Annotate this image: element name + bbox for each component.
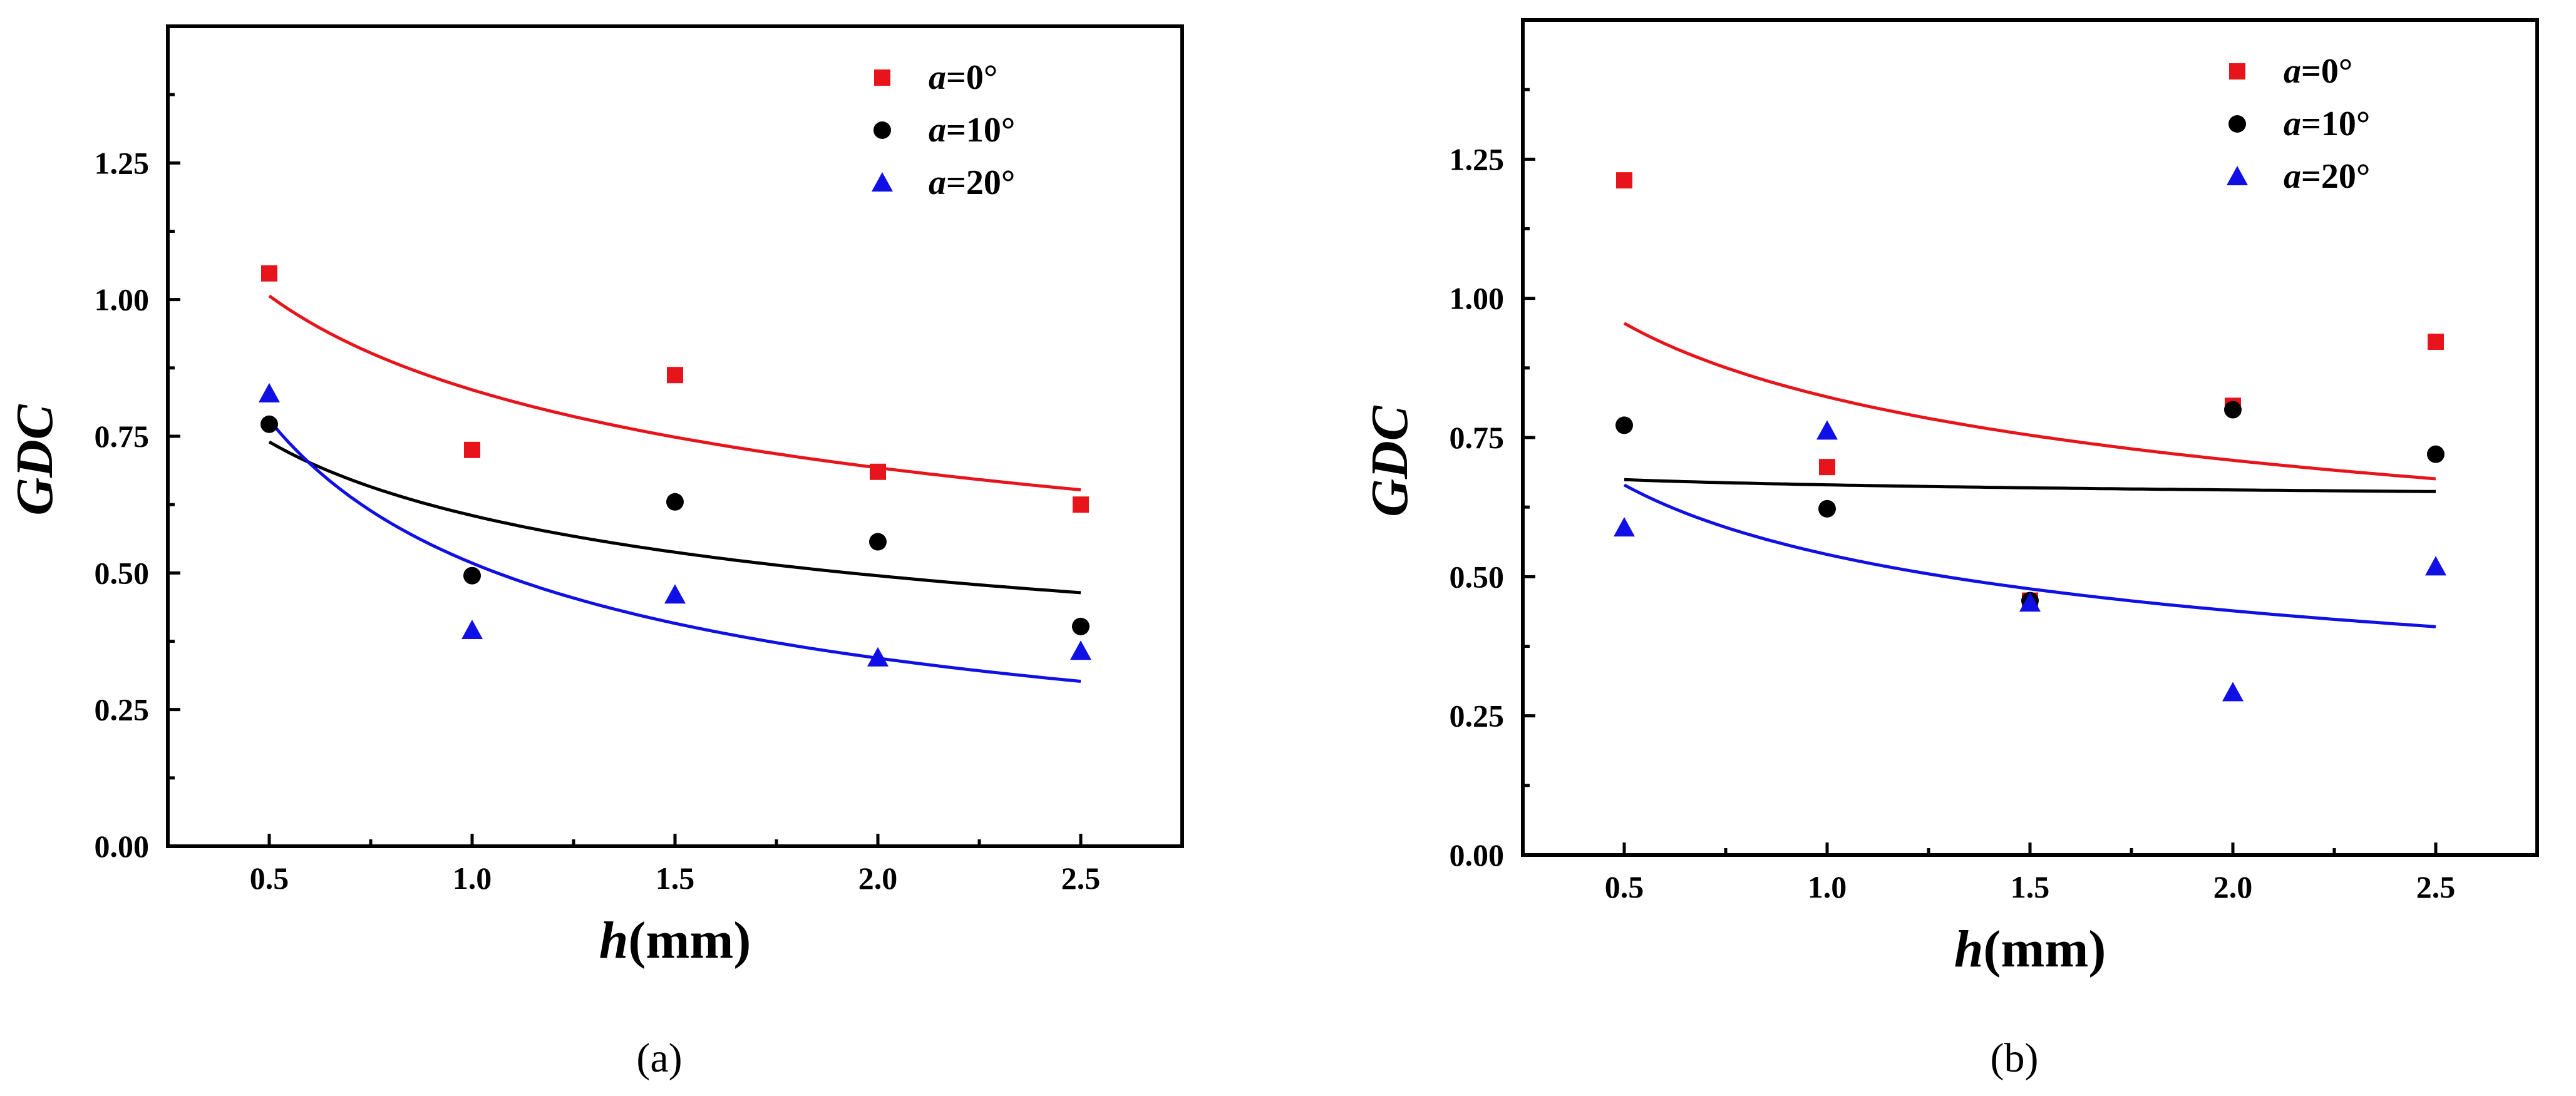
fit-curve-series-2 (1623, 483, 2436, 628)
y-tick-label: 1.00 (1450, 281, 1505, 316)
data-point-series-2 (1816, 420, 1838, 440)
data-point-series-1 (2427, 445, 2445, 463)
legend-label-var: a (2284, 105, 2301, 143)
data-point-series-0 (1073, 496, 1089, 513)
legend-label-var: a (929, 163, 946, 202)
x-axis-label-var: h (1954, 920, 1984, 978)
x-tick-label: 2.0 (2213, 869, 2253, 904)
x-tick-label: 0.5 (250, 861, 289, 896)
legend-label-value: =0° (2301, 52, 2352, 91)
data-point-series-1 (869, 533, 887, 551)
y-axis-label: GDC (6, 404, 64, 515)
data-point-series-0 (667, 367, 683, 384)
legend-marker-2 (2227, 166, 2248, 185)
x-axis-label-unit: (mm) (1983, 920, 2106, 978)
data-point-series-1 (1818, 499, 1836, 518)
x-tick-label: 0.5 (1605, 869, 1644, 904)
y-tick-label: 0.00 (95, 829, 150, 864)
legend-label-1: a=10° (929, 111, 1015, 150)
x-tick-label: 1.0 (453, 861, 492, 896)
legend-marker-0 (874, 69, 890, 86)
y-tick-label: 0.75 (1450, 420, 1505, 455)
data-point-series-1 (1072, 617, 1090, 635)
data-point-series-2 (867, 647, 889, 667)
x-tick-label: 1.5 (2011, 869, 2050, 904)
x-axis-label: h(mm) (1954, 920, 2106, 978)
data-point-series-2 (2019, 592, 2041, 612)
y-tick-label: 0.50 (1450, 559, 1505, 594)
legend-label-0: a=0° (2284, 52, 2352, 91)
x-tick-label: 1.0 (1808, 869, 1847, 904)
legend-marker-1 (873, 121, 891, 139)
data-point-series-1 (463, 566, 481, 585)
x-tick-label: 2.5 (1061, 861, 1101, 896)
x-tick-label: 2.5 (2416, 869, 2456, 904)
x-axis-label: h(mm) (599, 911, 751, 970)
legend-label-value: =20° (2301, 157, 2370, 196)
fit-curve-series-2 (268, 419, 1081, 683)
data-point-series-0 (464, 441, 480, 458)
data-point-series-2 (2425, 556, 2446, 576)
data-point-series-2 (259, 382, 280, 402)
legend-label-value: =10° (2301, 105, 2370, 143)
legend-label-2: a=20° (929, 163, 1015, 202)
y-tick-label: 1.25 (1450, 141, 1505, 177)
legend-label-var: a (2284, 157, 2301, 196)
legend-label-value: =0° (946, 58, 997, 97)
panel-label: (b) (1991, 1035, 2039, 1081)
fit-curve-series-1 (1624, 478, 2436, 493)
data-point-series-2 (1070, 640, 1091, 660)
y-tick-label: 0.25 (95, 692, 150, 727)
y-tick-label: 1.25 (95, 145, 150, 180)
data-point-series-2 (2222, 682, 2244, 702)
data-point-series-1 (1615, 416, 1633, 434)
data-point-series-1 (2224, 401, 2242, 419)
data-point-series-0 (1819, 459, 1835, 476)
data-point-series-2 (461, 620, 483, 640)
data-point-series-0 (870, 463, 886, 480)
fit-curve-series-0 (268, 294, 1081, 492)
legend-label-2: a=20° (2284, 157, 2370, 196)
x-tick-label: 1.5 (656, 861, 695, 896)
fit-curve-series-1 (268, 440, 1081, 595)
panel-label: (a) (636, 1035, 682, 1081)
x-axis-label-unit: (mm) (628, 911, 751, 970)
legend-label-value: =10° (946, 111, 1015, 150)
data-point-series-0 (2428, 334, 2444, 351)
legend-label-var: a (929, 111, 946, 150)
legend-marker-0 (2229, 63, 2245, 79)
data-point-series-0 (261, 265, 277, 282)
legend-marker-1 (2228, 115, 2246, 133)
y-axis-label: GDC (1361, 405, 1419, 516)
y-tick-label: 1.00 (95, 282, 150, 317)
plot-frame (1521, 18, 2539, 857)
data-point-series-2 (664, 584, 686, 604)
legend-label-var: a (929, 58, 946, 97)
legend-label-var: a (2284, 52, 2301, 91)
x-tick-label: 2.0 (858, 861, 898, 896)
legend-marker-2 (872, 172, 893, 192)
chart-panel-a: 0.00 0.25 0.50 0.75 1.00 1.25 0.5 1.0 1.5 2.0 2.5 h… (6, 24, 1184, 1081)
legend-label-0: a=0° (929, 58, 997, 97)
legend-label-1: a=10° (2284, 105, 2370, 143)
y-tick-label: 0.25 (1450, 699, 1505, 734)
y-tick-label: 0.00 (1450, 837, 1505, 873)
x-axis-label-var: h (599, 911, 629, 970)
y-tick-label: 0.75 (95, 419, 150, 454)
data-point-series-0 (1616, 172, 1632, 189)
chart-panel-b: 0.00 0.25 0.50 0.75 1.00 1.25 0.5 1.0 1.5 2.0 2.5 h… (1361, 18, 2539, 1081)
legend-label-value: =20° (946, 163, 1015, 202)
y-tick-label: 0.50 (95, 555, 150, 590)
data-point-series-1 (666, 493, 684, 511)
data-point-series-1 (260, 415, 278, 433)
fit-curve-series-0 (1623, 322, 2436, 481)
data-point-series-2 (1614, 517, 1635, 537)
